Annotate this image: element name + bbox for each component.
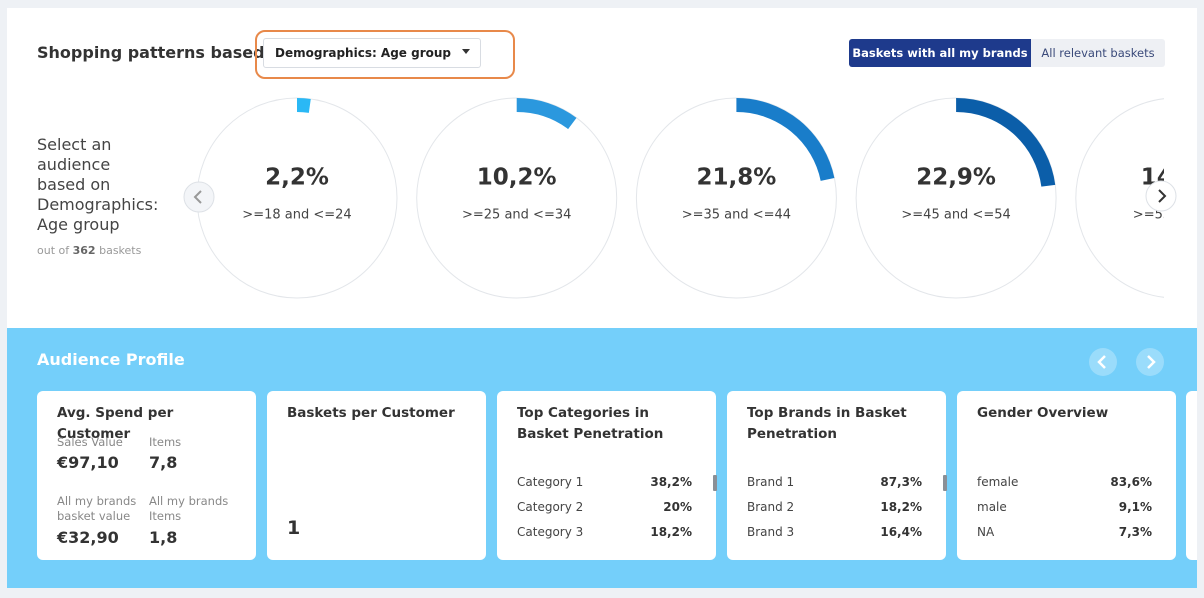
- row-name: Category 2: [517, 500, 584, 514]
- segment-range: >=55: [1133, 208, 1164, 223]
- profile-next[interactable]: [1135, 347, 1165, 377]
- count-suffix: baskets: [99, 244, 142, 257]
- count: 362: [72, 244, 96, 257]
- segment-percent: 2,2%: [265, 165, 329, 191]
- row-value: 16,4%: [880, 525, 922, 539]
- segment-range: >=35 and <=44: [682, 208, 791, 223]
- dropdown[interactable]: Demographics: Age group: [263, 38, 481, 68]
- toggle-active[interactable]: Baskets with all my brands: [849, 39, 1031, 67]
- row-name: Category 3: [517, 525, 584, 539]
- highlight-outline: [255, 30, 515, 79]
- prev-button[interactable]: [183, 181, 215, 213]
- profile-card: Avg. Spend per Customer Sales Value €97,10…: [37, 391, 256, 560]
- segment-ring: [416, 97, 618, 299]
- metric-label: Items: [149, 435, 182, 449]
- profile-card: Gender Overview female 83,6% male 9,1% NA 7,3%: [957, 391, 1176, 560]
- row-name: NA: [977, 525, 995, 539]
- audience-profile-panel: Audience Profile Avg. Spend per Customer…: [7, 328, 1197, 588]
- metric-value: €97,10: [57, 453, 119, 472]
- row-value: 38,2%: [650, 475, 692, 489]
- scrollbar: [943, 475, 947, 491]
- row-value: 18,2%: [650, 525, 692, 539]
- metric-value: 7,8: [149, 453, 178, 472]
- card-partial: [1186, 391, 1197, 560]
- profile-prev[interactable]: [1088, 347, 1118, 377]
- segment-arc: [955, 98, 1056, 187]
- segment-arc: [296, 98, 311, 113]
- segment-percent: 21,8%: [697, 165, 777, 191]
- segment-carousel: 2,2% >=18 and <=24 10,2% >=25 and <=34 21,8%…: [196, 97, 1164, 299]
- count-prefix: out of: [37, 244, 70, 257]
- card-title: Baskets per Customer: [287, 405, 455, 421]
- dropdown-value: Demographics: Age group: [275, 46, 452, 60]
- row-name: Brand 3: [747, 525, 795, 539]
- card-title: Gender Overview: [977, 405, 1109, 421]
- profile-card: Top Brands in Basket Penetration Brand 1 8…: [727, 391, 947, 560]
- dropdown-caret: [462, 49, 470, 54]
- next-button[interactable]: [1145, 180, 1177, 212]
- segment-range: >=25 and <=34: [462, 208, 571, 223]
- metric-value: 1,8: [149, 528, 178, 547]
- segment-range: >=45 and <=54: [901, 208, 1010, 223]
- section-title: Shopping patterns based on: [37, 43, 293, 62]
- profile-card: Baskets per Customer 1: [267, 391, 486, 560]
- card-title: Avg. Spend per Customer: [57, 405, 174, 442]
- segment-range: >=18 and <=24: [242, 208, 351, 223]
- row-value: 9,1%: [1118, 500, 1152, 514]
- basket-count: out of 362 baskets: [37, 244, 141, 257]
- scrollbar: [713, 475, 717, 491]
- card-title: Top Categories in Basket Penetration: [517, 405, 664, 442]
- segment-arc: [516, 98, 577, 130]
- profile-title: Audience Profile: [37, 350, 185, 369]
- segment-arc: [736, 98, 835, 181]
- metric-label: All my brands Items: [149, 494, 229, 523]
- segment-percent: 10,2%: [477, 165, 557, 191]
- row-value: 83,6%: [1110, 475, 1152, 489]
- segment-ring: [1075, 98, 1164, 298]
- metric-value: €32,90: [57, 528, 119, 547]
- metric-big: 1: [287, 517, 301, 539]
- row-value: 18,2%: [880, 500, 922, 514]
- toggle-inactive[interactable]: All relevant baskets: [1031, 39, 1165, 67]
- row-value: 87,3%: [880, 475, 922, 489]
- row-name: Brand 2: [747, 500, 795, 514]
- card-title: Top Brands in Basket Penetration: [747, 405, 907, 442]
- metric-label: Sales Value: [57, 435, 123, 449]
- segment-ring: [196, 97, 398, 299]
- metric-label: All my brands basket value: [57, 494, 137, 523]
- row-name: Category 1: [517, 475, 584, 489]
- row-name: Brand 1: [747, 475, 795, 489]
- segment-percent: 22,9%: [916, 165, 996, 191]
- profile-card: Top Categories in Basket Penetration Cate…: [497, 391, 717, 560]
- row-name: male: [977, 500, 1007, 514]
- audience-prompt: Select an audience based on Demographics…: [37, 135, 159, 234]
- row-value: 20%: [663, 500, 692, 514]
- row-name: female: [977, 475, 1019, 489]
- row-value: 7,3%: [1118, 525, 1152, 539]
